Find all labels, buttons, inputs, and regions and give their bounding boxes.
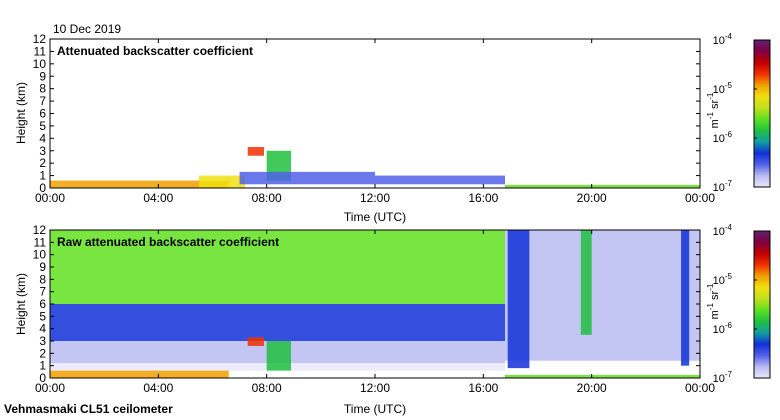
x-tick-label: 08:00: [252, 191, 282, 205]
colorbar-bottom: 10-4 10-5 10-6 10-7 m-1 sr-1: [706, 223, 771, 385]
region-surface-evening: [505, 184, 700, 188]
y-tick-label: 11: [34, 44, 47, 58]
region-cloud-layer-midday: [375, 175, 505, 185]
region-cloud-0830: [266, 341, 292, 371]
y-tick-label: 12: [33, 223, 47, 237]
y-tick-label: 2: [39, 346, 46, 360]
panel-raw: 00:00 04:00 08:00 12:00 16:00 20:00 00:0001234…: [14, 223, 715, 416]
axis-ticks: 00:00 04:00 08:00 12:00 16:00 20:00 00:0001234…: [33, 32, 716, 205]
x-tick-label: 00:00: [685, 381, 715, 395]
x-tick-label: 00:00: [35, 381, 65, 395]
x-tick-label: 12:00: [360, 381, 390, 395]
y-tick-label: 9: [39, 260, 46, 274]
y-tick-label: 8: [39, 272, 46, 286]
colorbar-tick-label: 10-6: [713, 130, 733, 145]
panel-attenuated: 00:00 04:00 08:00 12:00 16:00 20:00 00:0001234…: [14, 32, 715, 224]
x-tick-label: 12:00: [360, 191, 390, 205]
colorbar-tick-label: 10-7: [713, 370, 733, 385]
y-tick-label: 1: [39, 169, 46, 183]
y-tick-label: 3: [39, 334, 46, 348]
region-band-1945: [580, 230, 592, 335]
x-tick-label: 16:00: [468, 381, 498, 395]
y-tick-label: 2: [39, 156, 46, 170]
x-tick-label: 20:00: [577, 191, 607, 205]
x-tick-label: 20:00: [577, 381, 607, 395]
heatmap-regions: [50, 147, 700, 188]
region-low-cloud-0730: [247, 147, 264, 156]
x-tick-label: 04:00: [143, 381, 173, 395]
y-tick-label: 5: [39, 119, 46, 133]
y-tick-label: 10: [33, 248, 47, 262]
x-axis-label: Time (UTC): [344, 402, 406, 416]
y-tick-label: 1: [39, 359, 46, 373]
region-cloud-layer-morning: [239, 171, 375, 185]
axis-ticks: 00:00 04:00 08:00 12:00 16:00 20:00 00:0001234…: [33, 223, 716, 395]
y-tick-label: 7: [39, 285, 46, 299]
y-tick-label: 7: [39, 94, 46, 108]
y-axis-label: Height (km): [14, 82, 28, 144]
panel-title: Attenuated backscatter coefficient: [57, 44, 253, 58]
region-noise-mid-day: [50, 304, 505, 341]
y-tick-label: 0: [39, 181, 46, 195]
colorbar-tick-label: 10-4: [713, 223, 733, 238]
colorbar-unit-label: m-1 sr-1: [706, 92, 721, 128]
x-axis-label: Time (UTC): [344, 210, 406, 224]
colorbar-tick-label: 10-4: [713, 32, 733, 47]
y-tick-label: 5: [39, 309, 46, 323]
instrument-label: Vehmasmaki CL51 ceilometer: [4, 402, 173, 416]
y-tick-label: 4: [39, 322, 46, 336]
region-boundary-layer-ramp: [198, 175, 245, 188]
colorbar-tick-label: 10-5: [713, 81, 733, 96]
colorbar-tick-label: 10-7: [713, 179, 733, 194]
region-noise-upper-day: [50, 230, 505, 304]
y-tick-label: 11: [34, 235, 47, 249]
y-tick-label: 8: [39, 82, 46, 96]
y-tick-label: 3: [39, 144, 46, 158]
colorbar-top: 10-4 10-5 10-6 10-7 m-1 sr-1: [706, 32, 771, 194]
x-tick-label: 04:00: [143, 191, 173, 205]
panel-title: Raw attenuated backscatter coefficient: [57, 235, 279, 249]
x-tick-label: 08:00: [252, 381, 282, 395]
colorbar-tick-label: 10-5: [713, 272, 733, 287]
y-axis-label: Height (km): [14, 273, 28, 335]
x-tick-label: 00:00: [685, 191, 715, 205]
x-tick-label: 00:00: [35, 191, 65, 205]
y-tick-label: 0: [39, 371, 46, 385]
region-boundary-layer-morning: [50, 180, 229, 188]
y-tick-label: 12: [33, 32, 47, 46]
colorbar-tick-label: 10-6: [713, 321, 733, 336]
date-label: 10 Dec 2019: [53, 22, 121, 36]
plot-frame: [49, 38, 701, 189]
y-tick-label: 4: [39, 131, 46, 145]
region-boundary-layer-morning: [50, 370, 229, 378]
region-band-2330: [681, 230, 690, 366]
y-tick-label: 6: [39, 297, 46, 311]
colorbar-unit-label: m-1 sr-1: [706, 283, 721, 319]
region-surface-evening: [505, 374, 700, 378]
y-tick-label: 9: [39, 69, 46, 83]
region-band-1655: [507, 230, 530, 369]
colorbar-gradient: [753, 230, 771, 379]
region-low-cloud-0730: [247, 337, 264, 346]
region-noise-evening: [505, 230, 700, 361]
y-tick-label: 6: [39, 107, 46, 121]
colorbar-gradient: [753, 39, 771, 188]
heatmap-regions: [50, 230, 700, 378]
x-tick-label: 16:00: [468, 191, 498, 205]
y-tick-label: 10: [33, 57, 47, 71]
